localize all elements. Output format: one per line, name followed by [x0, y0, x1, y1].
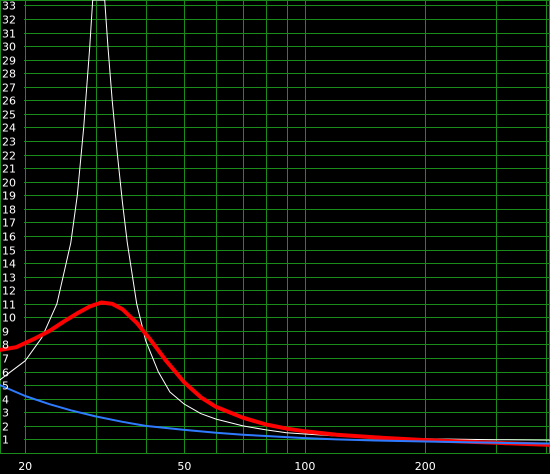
- y-tick-label: 11: [2, 299, 16, 312]
- y-tick-label: 33: [2, 0, 16, 13]
- y-tick-label: 15: [2, 245, 16, 258]
- y-tick-label: 25: [2, 109, 16, 122]
- y-tick-label: 5: [2, 380, 9, 393]
- y-tick-label: 22: [2, 150, 16, 163]
- y-tick-label: 7: [2, 353, 9, 366]
- y-tick-label: 30: [2, 41, 16, 54]
- series-line-3: [0, 384, 550, 445]
- y-tick-label: 12: [2, 285, 16, 298]
- y-tick-label: 3: [2, 407, 9, 420]
- y-tick-label: 13: [2, 272, 16, 285]
- y-tick-label: 2: [2, 421, 9, 434]
- y-tick-label: 17: [2, 217, 16, 230]
- y-tick-label: 29: [2, 55, 16, 68]
- y-tick-label: 16: [2, 231, 16, 244]
- y-tick-label: 10: [2, 312, 16, 325]
- y-tick-label: 1: [2, 434, 9, 447]
- y-tick-label: 9: [2, 326, 9, 339]
- series-layer: [0, 0, 550, 447]
- y-tick-label: 26: [2, 95, 16, 108]
- y-tick-label: 4: [2, 394, 9, 407]
- y-tick-label: 21: [2, 163, 16, 176]
- y-tick-label: 6: [2, 367, 9, 380]
- x-tick-label: 20: [18, 460, 32, 473]
- series-line-1: [0, 0, 550, 441]
- series-line-2: [0, 300, 550, 447]
- y-tick-label: 31: [2, 28, 16, 41]
- y-tick-label: 8: [2, 339, 9, 352]
- tick-label-layer: 1234567891011121314151617181920212223242…: [2, 0, 436, 473]
- y-tick-label: 27: [2, 82, 16, 95]
- y-tick-label: 14: [2, 258, 16, 271]
- y-tick-label: 18: [2, 204, 16, 217]
- x-tick-label: 50: [177, 460, 191, 473]
- y-tick-label: 23: [2, 136, 16, 149]
- y-tick-label: 24: [2, 122, 16, 135]
- y-tick-label: 28: [2, 68, 16, 81]
- x-tick-label: 100: [294, 460, 315, 473]
- y-tick-label: 20: [2, 177, 16, 190]
- x-tick-label: 200: [415, 460, 436, 473]
- y-tick-label: 19: [2, 190, 16, 203]
- y-tick-label: 32: [2, 14, 16, 27]
